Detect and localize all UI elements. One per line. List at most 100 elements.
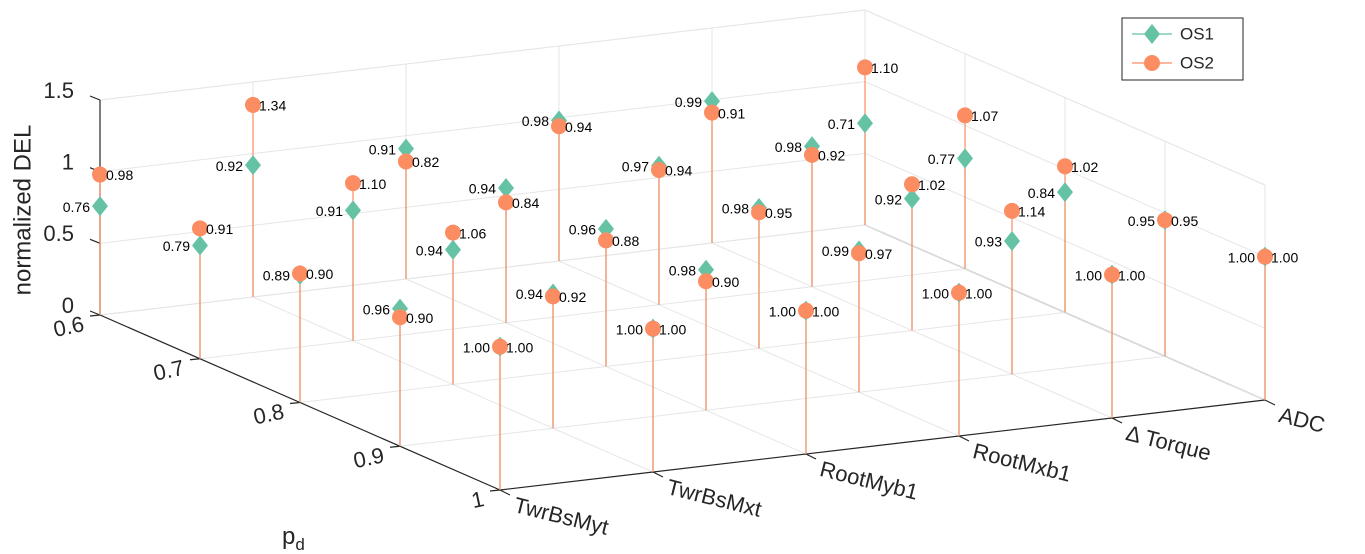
data-label: 1.00 [1075, 267, 1102, 283]
marker [92, 166, 108, 183]
marker [1257, 248, 1273, 265]
z-tick [89, 238, 101, 244]
grid-line [99, 224, 866, 316]
marker [392, 309, 408, 326]
y-axis-label-main: p [282, 523, 295, 550]
x-tick [958, 435, 970, 442]
x-tick-label: Δ Torque [1123, 420, 1213, 465]
grid-line [99, 81, 866, 173]
data-label: 0.90 [712, 274, 739, 290]
y-tick [189, 358, 201, 361]
x-tick [499, 489, 511, 496]
data-label: 0.97 [865, 246, 892, 262]
data-label: 0.79 [163, 238, 190, 254]
marker [92, 196, 108, 217]
marker [1144, 24, 1160, 44]
data-label: 0.92 [875, 191, 902, 207]
data-label: 0.88 [612, 233, 639, 249]
data-label: 0.91 [206, 221, 233, 237]
grid-line [299, 312, 1066, 403]
marker [904, 176, 920, 193]
marker [1104, 266, 1120, 283]
data-label: 0.84 [1028, 185, 1055, 201]
grid-line [99, 152, 866, 244]
y-tick-label: 1 [469, 486, 486, 513]
marker [345, 200, 361, 221]
data-label: 0.92 [818, 148, 845, 164]
y-axis-label-sub: d [295, 535, 304, 554]
data-label: 1.34 [259, 98, 286, 114]
data-label: 0.76 [63, 199, 90, 215]
marker [445, 239, 461, 260]
marker [1057, 158, 1073, 175]
z-tick [89, 95, 101, 101]
data-label: 0.91 [316, 203, 343, 219]
x-tick [1111, 417, 1123, 424]
y-tick-label: 0.7 [151, 355, 186, 386]
data-label: 0.96 [363, 301, 390, 317]
z-tick-label: 1 [62, 149, 74, 174]
marker [551, 118, 567, 135]
marker [192, 235, 208, 256]
data-label: 0.91 [369, 141, 396, 157]
data-label: 0.89 [263, 268, 290, 284]
data-label: 0.98 [775, 139, 802, 155]
data-label: 1.07 [971, 108, 998, 124]
data-label: 0.95 [1128, 213, 1155, 229]
marker [704, 104, 720, 121]
marker [445, 224, 461, 241]
data-label: 1.14 [1018, 204, 1045, 220]
y-tick-label: 0.9 [351, 442, 386, 473]
data-label: 1.00 [812, 303, 839, 319]
data-label: 0.90 [406, 310, 433, 326]
grid-line [99, 9, 866, 101]
marker [398, 153, 414, 170]
data-label: 0.99 [822, 243, 849, 259]
data-label: 0.71 [828, 116, 855, 132]
y-tick [289, 401, 301, 405]
data-label: 0.95 [1171, 213, 1198, 229]
marker [292, 265, 308, 282]
x-tick-label: RootMyb1 [817, 456, 920, 505]
data-label: 0.90 [306, 266, 333, 282]
data-label: 0.93 [975, 234, 1002, 250]
marker [498, 178, 514, 199]
z-axis-label: normalized DEL [9, 125, 36, 296]
marker [851, 245, 867, 262]
x-tick-label: TwrBsMxt [664, 474, 764, 522]
data-label: 0.84 [512, 195, 539, 211]
data-label: 1.00 [922, 285, 949, 301]
marker [1004, 202, 1020, 219]
data-label: 0.94 [565, 119, 592, 135]
data-label: 0.82 [412, 154, 439, 170]
y-tick [389, 445, 401, 448]
x-tick [805, 453, 817, 460]
data-label: 0.92 [216, 158, 243, 174]
marker [1004, 230, 1020, 251]
marker [1057, 182, 1073, 203]
data-label: 1.06 [459, 225, 486, 241]
data-label: 1.10 [359, 176, 386, 192]
data-label: 0.98 [522, 113, 549, 129]
marker [904, 188, 920, 209]
z-tick-label: 0 [62, 293, 74, 318]
data-label: 1.00 [616, 321, 643, 337]
y-tick [89, 314, 101, 317]
data-label: 1.00 [1228, 249, 1255, 265]
z-tick-label: 1.5 [43, 78, 74, 103]
marker [192, 220, 208, 237]
grid-line [399, 355, 1166, 447]
data-label: 0.94 [416, 242, 443, 258]
y-tick [489, 489, 501, 492]
data-label: 0.94 [516, 286, 543, 302]
marker [345, 175, 361, 192]
data-label: 1.10 [871, 60, 898, 76]
data-label: 1.02 [1071, 159, 1098, 175]
x-axis [499, 399, 1266, 491]
data-label: 0.99 [675, 94, 702, 110]
grid-line [199, 268, 966, 360]
data-label: 0.98 [669, 262, 696, 278]
legend-label: OS1 [1180, 24, 1214, 43]
marker [1157, 212, 1173, 229]
